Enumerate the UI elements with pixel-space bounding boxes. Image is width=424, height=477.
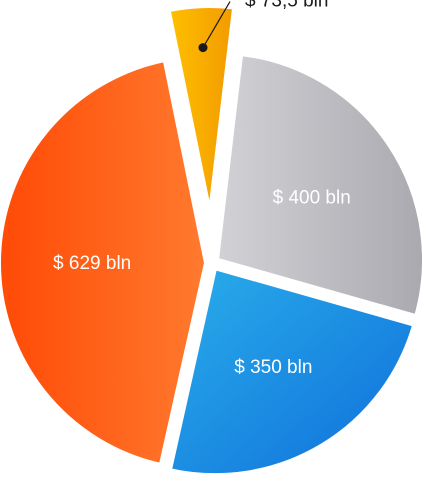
label-400: $ 400 bln — [273, 187, 351, 208]
slice-400 — [214, 52, 424, 319]
label-350: $ 350 bln — [234, 357, 312, 378]
callout-leader-line — [202, 1, 231, 48]
slice-350 — [167, 266, 417, 477]
slice-73-5 — [166, 4, 237, 216]
label-73-5: $ 73,5 bln — [245, 0, 328, 12]
label-629: $ 629 bln — [53, 253, 131, 274]
slice-629 — [0, 58, 208, 467]
